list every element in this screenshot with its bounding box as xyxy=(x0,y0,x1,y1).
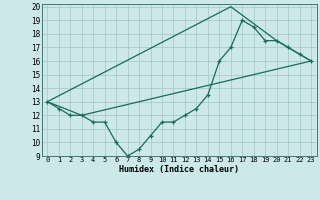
X-axis label: Humidex (Indice chaleur): Humidex (Indice chaleur) xyxy=(119,165,239,174)
